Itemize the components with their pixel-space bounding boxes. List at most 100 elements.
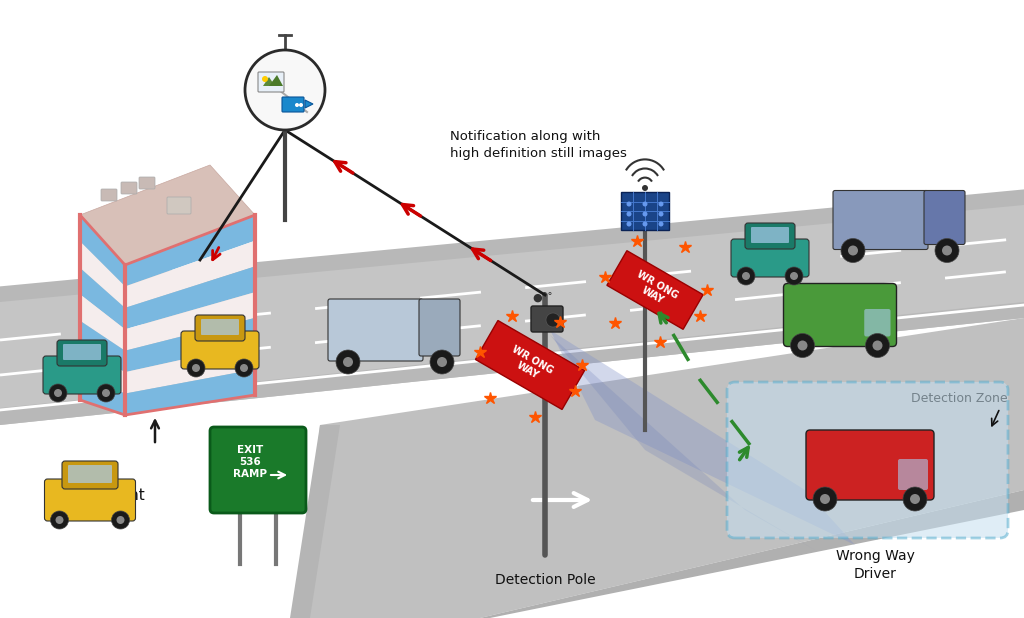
FancyBboxPatch shape (783, 284, 896, 347)
Circle shape (193, 364, 200, 372)
Polygon shape (80, 215, 125, 286)
Polygon shape (80, 347, 125, 394)
Circle shape (935, 239, 959, 263)
Text: ●˚˚: ●˚˚ (532, 294, 553, 304)
Text: Notification along with
high definition still images: Notification along with high definition … (450, 130, 627, 160)
FancyBboxPatch shape (531, 306, 563, 332)
Polygon shape (550, 335, 815, 550)
Circle shape (642, 201, 647, 206)
Circle shape (785, 267, 803, 285)
FancyBboxPatch shape (751, 227, 790, 243)
FancyBboxPatch shape (101, 189, 117, 201)
Circle shape (872, 341, 883, 350)
FancyBboxPatch shape (62, 461, 118, 489)
FancyBboxPatch shape (167, 197, 191, 214)
Text: Detection Pole: Detection Pole (495, 573, 595, 587)
FancyBboxPatch shape (833, 190, 928, 250)
Circle shape (903, 487, 927, 511)
FancyBboxPatch shape (68, 465, 112, 483)
FancyBboxPatch shape (745, 223, 795, 249)
Polygon shape (125, 318, 255, 372)
Polygon shape (0, 302, 1024, 425)
Polygon shape (80, 215, 125, 415)
Polygon shape (125, 241, 255, 308)
FancyBboxPatch shape (621, 192, 669, 230)
Polygon shape (80, 268, 125, 329)
Circle shape (430, 350, 454, 374)
Polygon shape (607, 251, 703, 329)
Polygon shape (300, 490, 1024, 618)
Polygon shape (125, 215, 255, 286)
FancyBboxPatch shape (924, 190, 965, 245)
Text: Traffic
Management
Center: Traffic Management Center (45, 468, 145, 523)
Circle shape (642, 185, 648, 191)
Circle shape (658, 211, 664, 216)
Circle shape (790, 272, 798, 280)
Polygon shape (125, 344, 255, 394)
Circle shape (54, 389, 62, 397)
Polygon shape (80, 321, 125, 372)
FancyBboxPatch shape (195, 315, 245, 341)
Circle shape (187, 359, 205, 377)
FancyBboxPatch shape (44, 479, 135, 521)
Circle shape (627, 211, 632, 216)
FancyBboxPatch shape (328, 299, 423, 361)
Polygon shape (475, 321, 585, 410)
Circle shape (546, 313, 560, 327)
Polygon shape (290, 425, 340, 618)
Circle shape (820, 494, 830, 504)
Circle shape (55, 516, 63, 524)
Text: Wrong Way
Driver: Wrong Way Driver (836, 549, 914, 581)
Circle shape (658, 201, 664, 206)
Circle shape (343, 357, 353, 367)
Circle shape (245, 50, 325, 130)
Circle shape (737, 267, 755, 285)
FancyBboxPatch shape (201, 319, 239, 335)
FancyBboxPatch shape (419, 299, 460, 356)
FancyBboxPatch shape (731, 239, 809, 277)
Circle shape (240, 364, 248, 372)
Circle shape (658, 221, 664, 227)
Circle shape (798, 341, 808, 350)
Polygon shape (263, 77, 275, 86)
Circle shape (865, 334, 890, 357)
Text: Detection Zone: Detection Zone (911, 391, 1008, 405)
Circle shape (336, 350, 360, 374)
Circle shape (234, 359, 253, 377)
FancyBboxPatch shape (63, 344, 101, 360)
Polygon shape (80, 165, 255, 265)
Circle shape (295, 103, 299, 107)
Polygon shape (269, 75, 283, 86)
Circle shape (642, 221, 647, 227)
Circle shape (848, 245, 858, 255)
FancyBboxPatch shape (181, 331, 259, 369)
Polygon shape (0, 188, 1024, 302)
FancyBboxPatch shape (727, 382, 1008, 538)
Circle shape (642, 211, 647, 216)
Circle shape (112, 511, 129, 529)
Polygon shape (125, 292, 255, 350)
Circle shape (49, 384, 67, 402)
FancyBboxPatch shape (57, 340, 106, 366)
Circle shape (742, 272, 750, 280)
FancyBboxPatch shape (210, 427, 306, 513)
Polygon shape (80, 294, 125, 350)
Circle shape (299, 103, 303, 107)
Circle shape (262, 76, 268, 82)
Circle shape (942, 245, 952, 255)
FancyBboxPatch shape (43, 356, 121, 394)
FancyBboxPatch shape (121, 182, 137, 194)
FancyBboxPatch shape (806, 430, 934, 500)
Circle shape (627, 201, 632, 206)
Circle shape (910, 494, 920, 504)
Polygon shape (125, 370, 255, 415)
Text: EXIT
536
RAMP: EXIT 536 RAMP (233, 444, 267, 480)
Circle shape (97, 384, 115, 402)
Text: WR ONG
WAY: WR ONG WAY (630, 269, 680, 311)
Circle shape (627, 221, 632, 227)
Polygon shape (125, 266, 255, 329)
Polygon shape (550, 330, 855, 545)
Polygon shape (305, 100, 313, 108)
Text: WR ONG
WAY: WR ONG WAY (505, 344, 555, 386)
Circle shape (841, 239, 865, 263)
